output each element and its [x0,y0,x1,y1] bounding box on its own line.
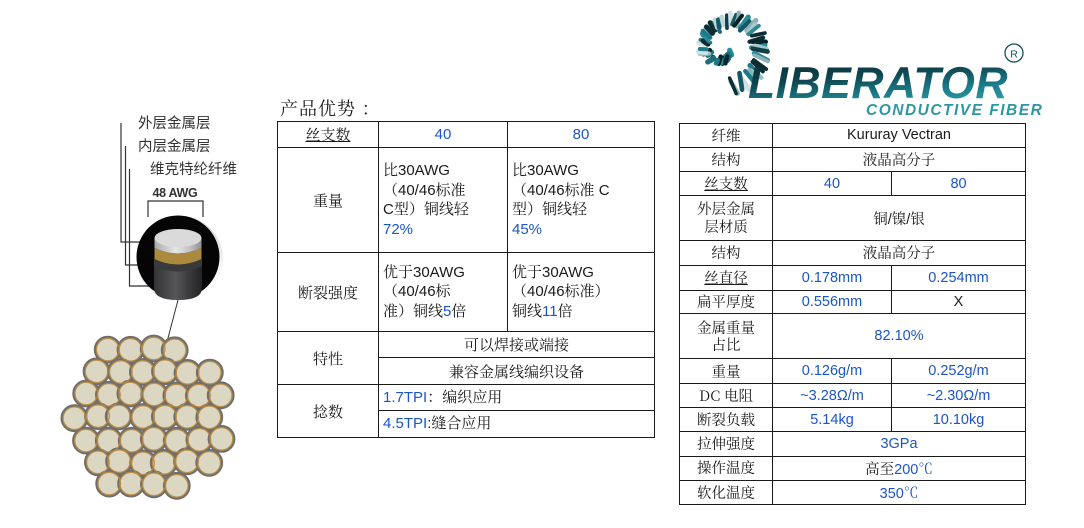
svg-text:CONDUCTIVE FIBER: CONDUCTIVE FIBER [866,102,1043,119]
svg-text:LIBERATOR: LIBERATOR [748,59,1008,108]
svg-text:R: R [1010,49,1018,61]
svg-text:内层金属层: 内层金属层 [138,135,211,156]
svg-text:维克特纶纤维: 维克特纶纤维 [150,158,237,179]
svg-text:48 AWG: 48 AWG [153,186,198,200]
